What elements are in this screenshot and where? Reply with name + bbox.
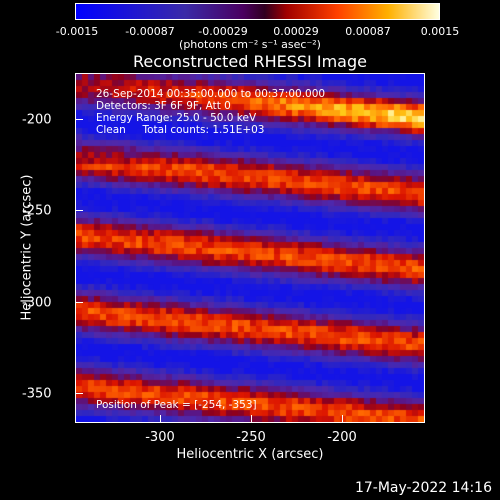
y-tick-label: -200 (22, 112, 52, 128)
y-tick-mark (75, 210, 83, 211)
info-clean: Clean Total counts: 1.51E+03 (96, 124, 265, 136)
plot-title: Reconstructed RHESSI Image (133, 52, 367, 71)
render-timestamp: 17-May-2022 14:16 (354, 480, 492, 496)
info-peak: Position of Peak = [-254, -353] (96, 399, 257, 411)
y-tick-mark (75, 302, 83, 303)
colorbar-tick-1: -0.0015 (55, 25, 99, 38)
image-plot: 26-Sep-2014 00:35:00.000 to 00:37:00.000… (75, 73, 425, 423)
x-tick-mark (251, 415, 252, 423)
colorbar-tick-4: 0.00029 (273, 25, 319, 38)
rhessi-image (76, 74, 424, 422)
x-tick-mark (342, 415, 343, 423)
x-tick-label: -300 (145, 430, 175, 445)
x-tick-label: -200 (327, 430, 357, 445)
colorbar-tick-3: -0.00029 (198, 25, 248, 38)
y-tick-mark (75, 119, 83, 120)
x-tick-mark (160, 415, 161, 423)
info-detectors: Detectors: 3F 6F 9F, Att 0 (96, 100, 231, 112)
colorbar-tick-2: -0.00087 (125, 25, 175, 38)
y-tick-mark (75, 393, 83, 394)
info-time: 26-Sep-2014 00:35:00.000 to 00:37:00.000 (96, 88, 326, 100)
y-tick-label: -250 (22, 203, 52, 219)
y-axis-label: Heliocentric Y (arcsec) (19, 174, 35, 321)
colorbar (75, 3, 440, 20)
y-tick-label: -350 (22, 386, 52, 402)
colorbar-tick-5: 0.00087 (345, 25, 391, 38)
colorbar-units: (photons cm⁻² s⁻¹ asec⁻²) (179, 38, 321, 51)
y-tick-label: -300 (22, 295, 52, 311)
x-axis-label: Heliocentric X (arcsec) (176, 447, 324, 462)
colorbar-tick-6: 0.0015 (420, 25, 460, 38)
info-energy: Energy Range: 25.0 - 50.0 keV (96, 112, 257, 124)
x-tick-label: -250 (236, 430, 266, 445)
